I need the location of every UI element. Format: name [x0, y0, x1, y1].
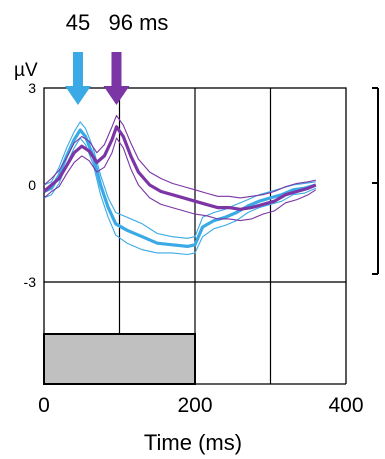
- annotation-arrow-head-0: [64, 86, 91, 105]
- y-tick-label-0: 0: [28, 177, 36, 193]
- x-tick-label-0: 0: [38, 394, 50, 417]
- series-1-lower-bound: [43, 137, 317, 222]
- annotation-layer: 45 96 ms: [64, 10, 169, 105]
- annotation-arrow-shaft-0: [72, 52, 83, 86]
- annotation-arrow-shaft-1: [111, 52, 122, 86]
- series-1-mean-line: [42, 125, 317, 211]
- tick-layer: 0 200 400 3 0 -3: [24, 80, 364, 417]
- x-axis-label: Time (ms): [144, 430, 242, 455]
- right-bracket: [372, 87, 379, 275]
- x-tick-label-200: 200: [177, 394, 212, 417]
- y-tick-label-3: 3: [28, 80, 36, 96]
- stimulus-bar: [43, 333, 196, 385]
- series-1-upper-bound: [43, 114, 316, 199]
- annotation-label-0: 45: [66, 10, 90, 35]
- annotation-label-1: 96 ms: [109, 10, 169, 35]
- x-tick-label-400: 400: [328, 394, 363, 417]
- y-axis-label: µV: [14, 60, 38, 81]
- series-layer: [42, 114, 317, 256]
- stimulus-bar-layer: [43, 333, 196, 385]
- series-0-lower-bound: [43, 137, 317, 256]
- annotation-arrow-head-1: [103, 86, 130, 105]
- y-tick-label--3: -3: [24, 274, 37, 290]
- series-0-upper-bound: [43, 121, 316, 239]
- series-0-mean-line: [43, 128, 317, 248]
